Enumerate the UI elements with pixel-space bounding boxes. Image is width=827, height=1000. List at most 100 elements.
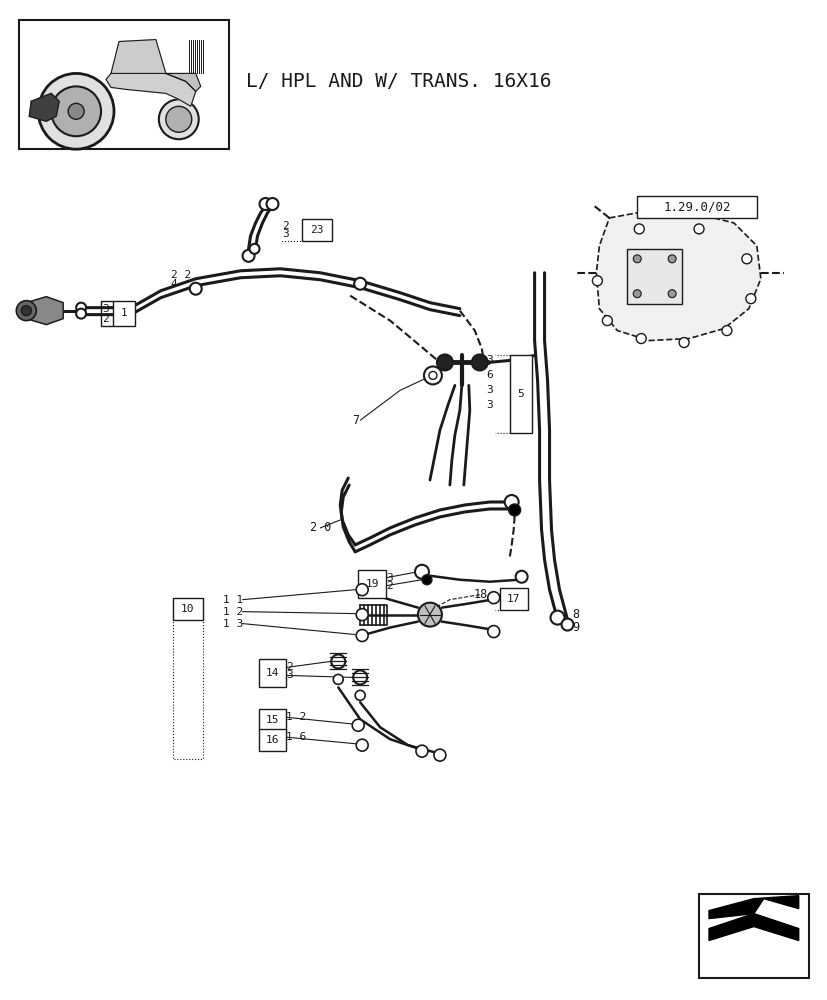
Bar xyxy=(302,219,332,241)
Circle shape xyxy=(414,565,428,579)
Circle shape xyxy=(333,674,343,684)
Text: 14: 14 xyxy=(265,668,279,678)
Text: 7: 7 xyxy=(351,414,359,427)
Text: 10: 10 xyxy=(181,604,194,614)
Polygon shape xyxy=(165,73,200,91)
Circle shape xyxy=(693,224,703,234)
Bar xyxy=(509,355,531,433)
Circle shape xyxy=(667,255,676,263)
Circle shape xyxy=(591,276,601,286)
Circle shape xyxy=(561,619,573,631)
Bar xyxy=(173,598,203,620)
Polygon shape xyxy=(708,914,798,941)
Circle shape xyxy=(633,255,640,263)
Text: 4: 4 xyxy=(170,279,177,289)
Circle shape xyxy=(433,749,446,761)
Circle shape xyxy=(633,290,640,298)
Text: 3: 3 xyxy=(102,304,108,314)
Text: 18: 18 xyxy=(473,588,487,601)
Polygon shape xyxy=(595,211,760,341)
Text: 3: 3 xyxy=(385,573,392,583)
Text: 1 6: 1 6 xyxy=(286,732,306,742)
Text: 15: 15 xyxy=(265,715,279,725)
Circle shape xyxy=(76,309,86,319)
Bar xyxy=(258,659,286,687)
Circle shape xyxy=(418,603,442,627)
Circle shape xyxy=(331,654,345,668)
Circle shape xyxy=(504,495,518,509)
Circle shape xyxy=(76,303,86,313)
Circle shape xyxy=(68,103,84,119)
Text: 3: 3 xyxy=(286,670,293,680)
Circle shape xyxy=(165,106,192,132)
Text: 1 2: 1 2 xyxy=(286,712,306,722)
Bar xyxy=(112,301,135,326)
Circle shape xyxy=(356,739,368,751)
Circle shape xyxy=(745,294,755,304)
Circle shape xyxy=(242,250,254,262)
Bar xyxy=(637,196,756,218)
Circle shape xyxy=(354,278,366,290)
Bar xyxy=(500,588,527,610)
Text: 1.29.0/02: 1.29.0/02 xyxy=(662,200,730,213)
Text: 2: 2 xyxy=(385,581,392,591)
Text: 23: 23 xyxy=(310,225,323,235)
Bar xyxy=(258,729,286,751)
Circle shape xyxy=(38,73,114,149)
Polygon shape xyxy=(29,93,59,121)
Circle shape xyxy=(428,371,437,379)
Circle shape xyxy=(471,354,487,370)
Circle shape xyxy=(678,338,688,348)
Circle shape xyxy=(351,719,364,731)
Circle shape xyxy=(356,609,368,621)
Circle shape xyxy=(635,334,645,344)
Circle shape xyxy=(721,326,731,336)
Circle shape xyxy=(17,301,36,321)
Text: 19: 19 xyxy=(365,579,379,589)
Text: 2 0: 2 0 xyxy=(310,521,332,534)
Circle shape xyxy=(422,575,432,585)
Text: 1 1: 1 1 xyxy=(222,595,242,605)
Circle shape xyxy=(423,366,442,384)
Bar xyxy=(19,20,228,149)
Circle shape xyxy=(487,592,500,604)
Text: 2 2: 2 2 xyxy=(170,270,191,280)
Bar xyxy=(358,570,385,598)
Polygon shape xyxy=(708,896,798,919)
Text: 3: 3 xyxy=(485,400,492,410)
Polygon shape xyxy=(26,297,63,325)
Text: 2: 2 xyxy=(102,314,108,324)
Text: 9: 9 xyxy=(571,621,579,634)
Text: 1 3: 1 3 xyxy=(222,619,242,629)
Circle shape xyxy=(189,283,202,295)
Circle shape xyxy=(356,584,368,596)
Text: 2: 2 xyxy=(286,662,293,672)
Text: 1 2: 1 2 xyxy=(222,607,242,617)
Text: 5: 5 xyxy=(517,389,523,399)
Text: 2: 2 xyxy=(282,221,289,231)
Text: 3: 3 xyxy=(282,229,289,239)
Polygon shape xyxy=(106,73,195,106)
Circle shape xyxy=(515,571,527,583)
Circle shape xyxy=(487,626,500,638)
Circle shape xyxy=(355,690,365,700)
Text: 3: 3 xyxy=(485,355,492,365)
Circle shape xyxy=(22,306,31,316)
Text: 16: 16 xyxy=(265,735,279,745)
Circle shape xyxy=(266,198,278,210)
Circle shape xyxy=(667,290,676,298)
Circle shape xyxy=(415,745,428,757)
Text: L/ HPL AND W/ TRANS. 16X16: L/ HPL AND W/ TRANS. 16X16 xyxy=(246,72,551,91)
Circle shape xyxy=(550,611,564,625)
Circle shape xyxy=(356,630,368,642)
Circle shape xyxy=(259,198,271,210)
Circle shape xyxy=(159,99,198,139)
Circle shape xyxy=(508,504,520,516)
Circle shape xyxy=(741,254,751,264)
Text: 1: 1 xyxy=(121,308,127,318)
Bar xyxy=(698,894,808,978)
Circle shape xyxy=(353,670,366,684)
Text: 3: 3 xyxy=(485,385,492,395)
Circle shape xyxy=(51,86,101,136)
Circle shape xyxy=(437,354,452,370)
